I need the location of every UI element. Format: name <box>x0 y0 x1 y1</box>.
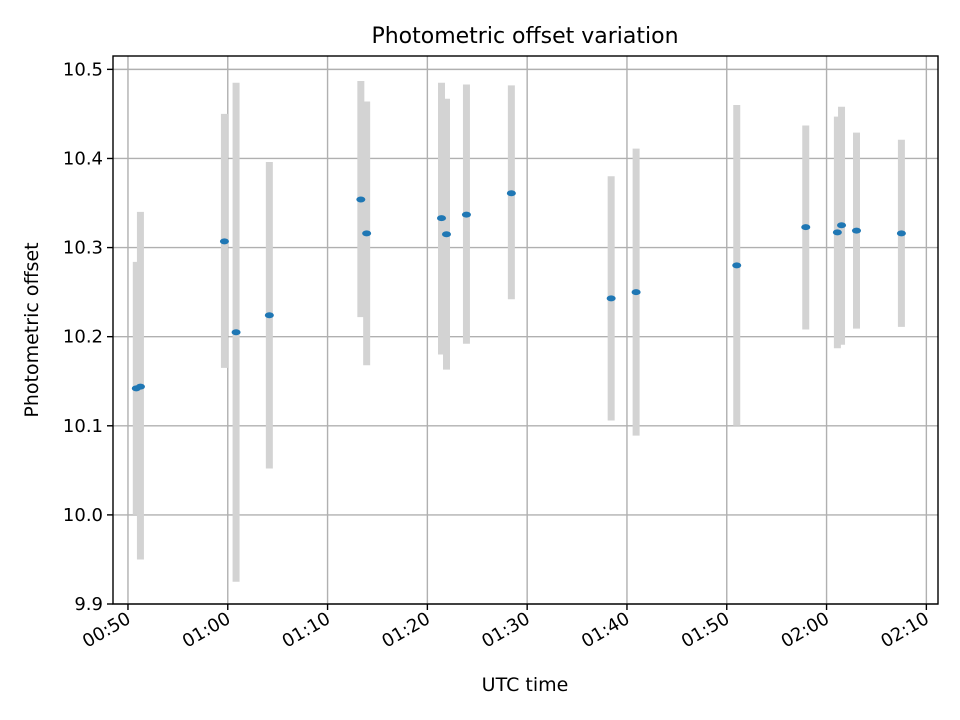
data-point <box>231 329 241 336</box>
plot-frame <box>112 55 939 605</box>
data-point <box>219 238 229 245</box>
data-point <box>631 289 641 296</box>
y-tick-label: 9.9 <box>74 594 103 615</box>
data-point <box>837 222 847 229</box>
data-point <box>606 295 616 302</box>
data-points <box>131 190 906 392</box>
chart-title: Photometric offset variation <box>371 24 678 49</box>
data-point <box>506 190 516 197</box>
y-tick-label: 10.3 <box>63 238 103 259</box>
axis-ticks <box>107 68 928 610</box>
data-point <box>264 312 274 319</box>
data-point <box>362 230 372 237</box>
data-point <box>896 230 906 237</box>
data-point <box>801 224 811 231</box>
data-point <box>441 231 451 238</box>
data-point <box>437 215 447 222</box>
data-point <box>851 227 861 234</box>
y-tick-label: 10.2 <box>63 327 103 348</box>
data-point <box>832 229 842 236</box>
data-point <box>732 262 742 269</box>
data-point <box>461 211 471 218</box>
data-point <box>135 383 145 390</box>
y-tick-label: 10.4 <box>63 148 103 169</box>
x-axis-label: UTC time <box>482 674 569 696</box>
y-axis-label: Photometric offset <box>21 242 43 417</box>
y-tick-label: 10.0 <box>63 505 103 526</box>
y-tick-label: 10.5 <box>63 59 103 80</box>
y-tick-label: 10.1 <box>63 416 103 437</box>
data-point <box>356 196 366 203</box>
